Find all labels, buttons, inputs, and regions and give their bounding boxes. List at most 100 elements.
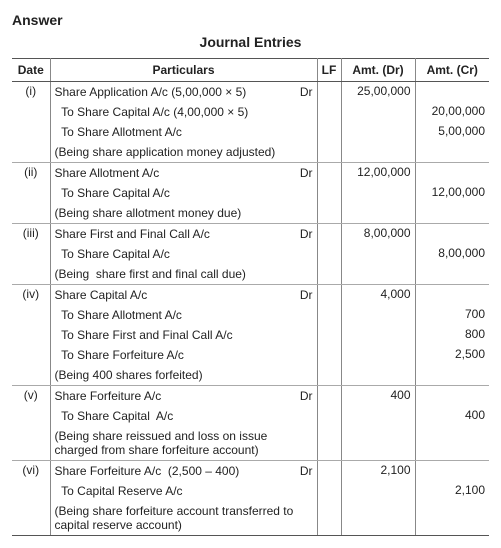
particulars-text: To Share Capital A/c: [55, 186, 170, 200]
amount-cr: [415, 203, 489, 223]
entry-id: [12, 305, 50, 325]
particulars-cell: To Share Capital A/c (4,00,000 × 5): [50, 102, 317, 122]
amount-cr: 20,00,000: [415, 102, 489, 122]
amount-cr: 700: [415, 305, 489, 325]
amount-dr: 4,000: [341, 285, 415, 306]
particulars-text: Share Forfeiture A/c: [55, 389, 162, 403]
lf-cell: [317, 122, 341, 142]
dr-label: Dr: [296, 288, 313, 302]
particulars-text: To Share Capital A/c: [55, 409, 174, 423]
lf-cell: [317, 285, 341, 306]
amount-cr: 800: [415, 325, 489, 345]
col-amt-dr: Amt. (Dr): [341, 59, 415, 82]
table-row: To Share Capital A/c (4,00,000 × 5) 20,00…: [12, 102, 489, 122]
table-row: (Being share reissued and loss on issue …: [12, 426, 489, 460]
lf-cell: [317, 481, 341, 501]
table-row: (v)Share Forfeiture A/cDr400: [12, 386, 489, 407]
lf-cell: [317, 224, 341, 245]
entry-id: (iii): [12, 224, 50, 245]
table-row: To Share Capital A/c8,00,000: [12, 244, 489, 264]
particulars-cell: Share First and Final Call A/cDr: [50, 224, 317, 245]
table-row: (Being 400 shares forfeited): [12, 365, 489, 385]
lf-cell: [317, 264, 341, 284]
particulars-text: (Being share allotment money due): [55, 206, 242, 220]
lf-cell: [317, 163, 341, 184]
particulars-cell: (Being share reissued and loss on issue …: [50, 426, 317, 460]
table-row: To Capital Reserve A/c 2,100: [12, 481, 489, 501]
entry-id: [12, 365, 50, 385]
table-row: To Share Allotment A/c5,00,000: [12, 122, 489, 142]
amount-dr: [341, 142, 415, 162]
dr-label: Dr: [296, 227, 313, 241]
particulars-cell: (Being share allotment money due): [50, 203, 317, 223]
amount-dr: [341, 183, 415, 203]
amount-cr: 2,100: [415, 481, 489, 501]
particulars-text: To Share Forfeiture A/c: [55, 348, 184, 362]
amount-cr: [415, 224, 489, 245]
particulars-cell: To Share Capital A/c: [50, 406, 317, 426]
lf-cell: [317, 461, 341, 482]
particulars-text: Share Allotment A/c: [55, 166, 160, 180]
amount-cr: [415, 163, 489, 184]
amount-dr: [341, 365, 415, 385]
table-row: To Share Forfeiture A/c 2,500: [12, 345, 489, 365]
lf-cell: [317, 345, 341, 365]
particulars-cell: To Share First and Final Call A/c: [50, 325, 317, 345]
amount-cr: [415, 386, 489, 407]
particulars-cell: To Share Allotment A/c: [50, 305, 317, 325]
lf-cell: [317, 102, 341, 122]
lf-cell: [317, 142, 341, 162]
amount-dr: 8,00,000: [341, 224, 415, 245]
amount-cr: [415, 365, 489, 385]
col-date: Date: [12, 59, 50, 82]
amount-dr: [341, 203, 415, 223]
lf-cell: [317, 183, 341, 203]
amount-cr: 2,500: [415, 345, 489, 365]
entry-id: [12, 481, 50, 501]
entry-id: [12, 426, 50, 460]
amount-dr: [341, 325, 415, 345]
amount-dr: 25,00,000: [341, 82, 415, 103]
table-row: To Share First and Final Call A/c 800: [12, 325, 489, 345]
particulars-text: To Share Allotment A/c: [55, 308, 182, 322]
particulars-cell: Share Forfeiture A/c (2,500 – 400)Dr: [50, 461, 317, 482]
answer-heading: Answer: [12, 12, 489, 28]
particulars-text: (Being share first and final call due): [55, 267, 246, 281]
amount-dr: [341, 426, 415, 460]
entry-id: [12, 142, 50, 162]
amount-cr: [415, 285, 489, 306]
particulars-cell: (Being share forfeiture account transfer…: [50, 501, 317, 536]
particulars-cell: Share Application A/c (5,00,000 × 5)Dr: [50, 82, 317, 103]
table-row: To Share Capital A/c 400: [12, 406, 489, 426]
dr-label: Dr: [296, 85, 313, 99]
amount-dr: 2,100: [341, 461, 415, 482]
table-row: (Being share first and final call due): [12, 264, 489, 284]
particulars-text: To Capital Reserve A/c: [55, 484, 183, 498]
entry-id: (v): [12, 386, 50, 407]
entry-id: [12, 345, 50, 365]
particulars-cell: Share Forfeiture A/cDr: [50, 386, 317, 407]
entry-id: [12, 325, 50, 345]
amount-cr: 5,00,000: [415, 122, 489, 142]
lf-cell: [317, 325, 341, 345]
entry-id: (ii): [12, 163, 50, 184]
entry-id: [12, 122, 50, 142]
col-lf: LF: [317, 59, 341, 82]
entry-id: [12, 183, 50, 203]
amount-cr: 400: [415, 406, 489, 426]
amount-dr: [341, 244, 415, 264]
particulars-cell: (Being share first and final call due): [50, 264, 317, 284]
table-row: (ii)Share Allotment A/cDr12,00,000: [12, 163, 489, 184]
table-row: To Share Capital A/c12,00,000: [12, 183, 489, 203]
table-row: (i)Share Application A/c (5,00,000 × 5)D…: [12, 82, 489, 103]
lf-cell: [317, 426, 341, 460]
particulars-text: Share Forfeiture A/c (2,500 – 400): [55, 464, 240, 478]
particulars-text: Share Capital A/c: [55, 288, 148, 302]
amount-dr: [341, 406, 415, 426]
particulars-text: (Being share forfeiture account transfer…: [55, 504, 313, 532]
lf-cell: [317, 365, 341, 385]
particulars-cell: To Share Capital A/c: [50, 244, 317, 264]
header-row: Date Particulars LF Amt. (Dr) Amt. (Cr): [12, 59, 489, 82]
entry-id: (vi): [12, 461, 50, 482]
amount-dr: [341, 102, 415, 122]
